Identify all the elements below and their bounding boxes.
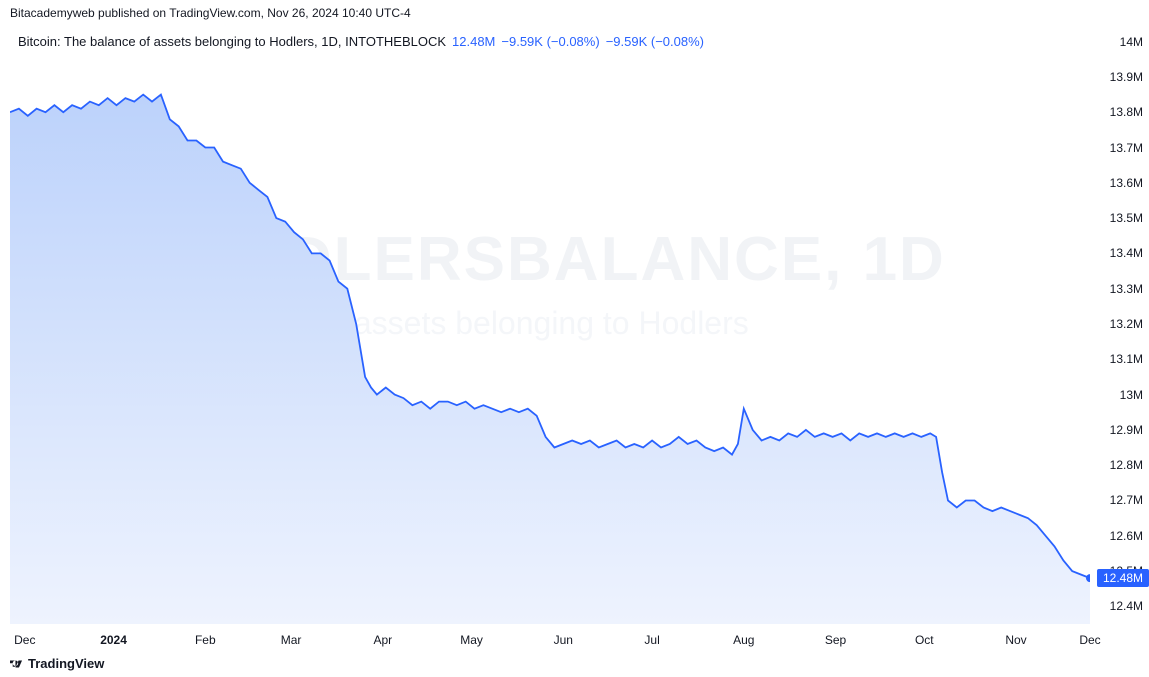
x-tick-label: May	[460, 633, 483, 647]
x-tick-label: Jul	[644, 633, 659, 647]
y-tick-label: 13.8M	[1110, 105, 1143, 119]
y-tick-label: 13.3M	[1110, 282, 1143, 296]
legend-value: 12.48M	[452, 34, 495, 49]
y-tick-label: 13.5M	[1110, 211, 1143, 225]
y-tick-label: 12.8M	[1110, 458, 1143, 472]
y-tick-label: 13.1M	[1110, 352, 1143, 366]
y-axis: 14M 13.9M 13.8M 13.7M 13.6M 13.5M 13.4M 13.3M 13…	[1091, 24, 1149, 624]
x-axis: Dec2024FebMarAprMayJunJulAugSepOctNovDec	[10, 633, 1090, 653]
x-tick-label: Feb	[195, 633, 216, 647]
current-price-tag: 12.48M	[1097, 569, 1149, 587]
legend-change-1: −9.59K (−0.08%)	[501, 34, 599, 49]
tradingview-logo-icon	[10, 657, 24, 671]
brand-name: TradingView	[28, 656, 104, 671]
x-tick-label: Jun	[554, 633, 573, 647]
x-tick-label: Oct	[915, 633, 934, 647]
y-tick-label: 13.4M	[1110, 246, 1143, 260]
x-tick-label: Dec	[1079, 633, 1100, 647]
x-tick-label: Nov	[1005, 633, 1026, 647]
y-tick-label: 12.9M	[1110, 423, 1143, 437]
brand-footer[interactable]: TradingView	[10, 656, 104, 671]
x-tick-label: 2024	[100, 633, 127, 647]
x-tick-label: Sep	[825, 633, 846, 647]
y-tick-label: 13.6M	[1110, 176, 1143, 190]
x-tick-label: Dec	[14, 633, 35, 647]
chart-legend[interactable]: Bitcoin: The balance of assets belonging…	[18, 34, 704, 49]
y-tick-label: 13.7M	[1110, 141, 1143, 155]
legend-title: Bitcoin: The balance of assets belonging…	[18, 34, 446, 49]
legend-change-2: −9.59K (−0.08%)	[606, 34, 704, 49]
x-tick-label: Apr	[373, 633, 392, 647]
y-tick-label: 12.6M	[1110, 529, 1143, 543]
publisher-text: Bitacademyweb published on TradingView.c…	[10, 6, 411, 20]
chart-plot[interactable]	[10, 24, 1090, 624]
x-tick-label: Aug	[733, 633, 754, 647]
y-tick-label: 13.2M	[1110, 317, 1143, 331]
chart-container: BTC_HODLERSBALANCE, 1D Bitcoin: The bala…	[0, 24, 1149, 639]
y-tick-label: 13.9M	[1110, 70, 1143, 84]
publisher-header: Bitacademyweb published on TradingView.c…	[10, 6, 411, 20]
x-tick-label: Mar	[281, 633, 302, 647]
y-tick-label: 13M	[1120, 388, 1143, 402]
y-tick-label: 14M	[1120, 35, 1143, 49]
y-tick-label: 12.7M	[1110, 493, 1143, 507]
y-tick-label: 12.4M	[1110, 599, 1143, 613]
